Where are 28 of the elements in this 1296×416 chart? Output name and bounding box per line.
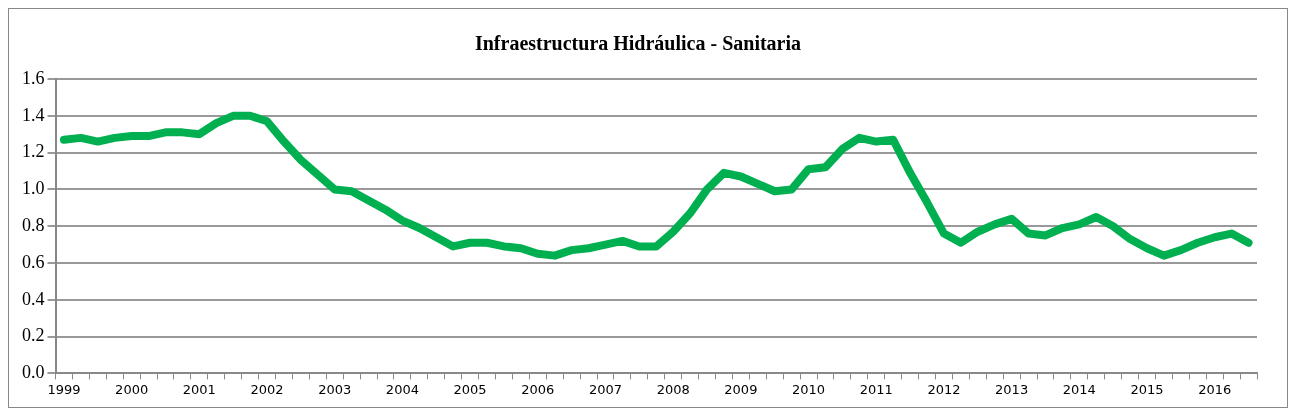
x-tick-label: 2005 [453,381,487,397]
x-tick-label: 2007 [588,381,623,397]
y-tick-label: 0.2 [22,325,45,346]
x-tick-label: 2003 [318,381,352,397]
x-tick-label: 2002 [250,381,284,397]
x-tick-label: 2000 [115,381,149,397]
x-tick-label: 2016 [1198,381,1232,397]
y-tick-label: 0.4 [22,288,45,309]
y-tick-label: 0.6 [22,251,45,272]
chart-title: Infraestructura Hidráulica - Sanitaria [474,32,802,55]
y-tick-label: 1.0 [22,178,45,199]
x-tick-label: 2004 [385,381,419,397]
x-tick-label: 2012 [927,381,961,397]
y-tick-label: 1.4 [22,104,45,125]
x-tick-label: 2010 [792,381,826,397]
x-tick-label: 2011 [859,381,893,397]
x-tick-label: 2001 [182,381,216,397]
y-tick-label: 1.6 [22,67,45,88]
y-tick-label: 0.8 [22,214,45,235]
x-tick-label: 2015 [1130,381,1164,397]
x-tick-label: 2009 [724,381,758,397]
y-tick-label: 0.0 [22,362,45,383]
x-tick-label: 2013 [995,381,1029,397]
x-tick-label: 1999 [47,381,81,397]
x-tick-label: 2008 [656,381,690,397]
x-tick-label: 2006 [521,381,555,397]
y-tick-label: 1.2 [22,141,45,162]
x-tick-label: 2014 [1062,381,1096,397]
